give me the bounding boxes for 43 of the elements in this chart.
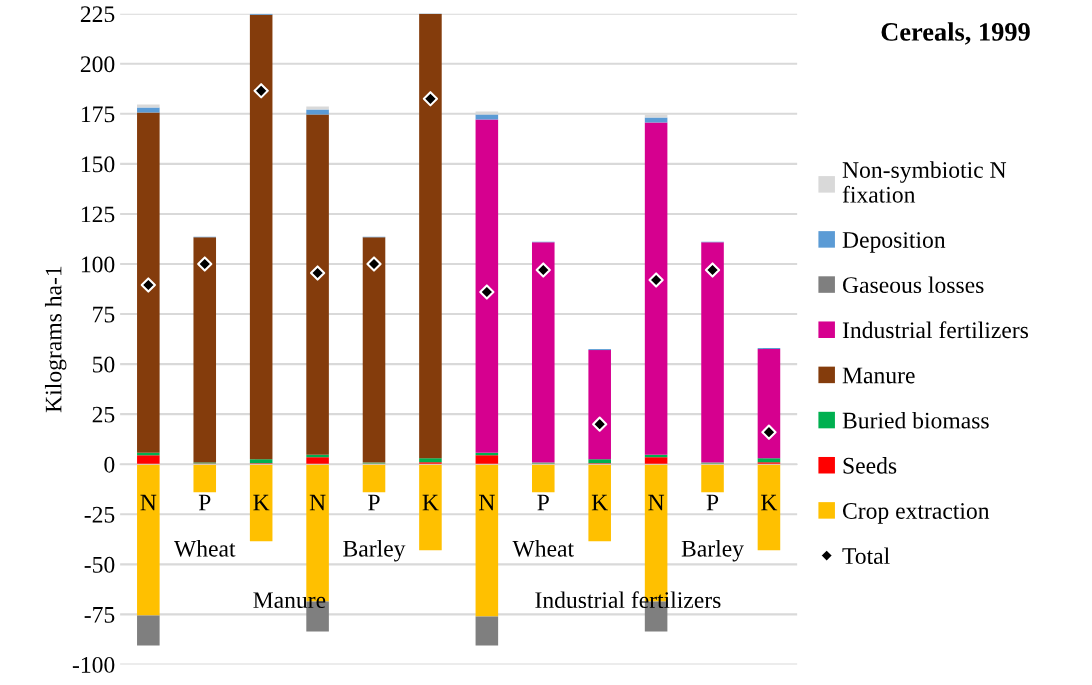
x-tick-label: P [537, 494, 549, 511]
legend-label: Seeds [843, 457, 897, 474]
legend-label: Deposition [842, 232, 946, 253]
x-tick-label: N [648, 494, 665, 511]
y-tick-label: 175 [81, 106, 115, 123]
annotation: Manure [253, 592, 326, 609]
x-tick-label: K [761, 494, 778, 511]
x-tick-label: K [253, 494, 270, 511]
y-tick-label: -50 [84, 556, 115, 573]
y-tick-label: 75 [93, 306, 115, 323]
x-tick-label: N [140, 494, 157, 511]
x-tick-label: P [368, 494, 380, 511]
x-tick-label: N [309, 494, 326, 511]
x-tick-label: N [479, 494, 495, 511]
annotation: Wheat [173, 540, 236, 557]
y-tick-label: -25 [84, 506, 115, 523]
y-tick-label: 200 [80, 56, 115, 73]
annotation: Industrial fertilizers [535, 591, 721, 609]
y-tick-label: 125 [81, 206, 115, 223]
text: Cereals, 1999 [881, 22, 1030, 45]
x-tick-label: P [198, 494, 211, 511]
annotation: Wheat [512, 540, 574, 557]
x-tick-label: P [706, 494, 719, 511]
y-tick-label: 25 [92, 406, 115, 423]
y-tick-label: -75 [84, 607, 115, 623]
legend-label: Buried biomass [842, 411, 989, 429]
annotation: Barley [681, 540, 744, 562]
x-tick-label: K [422, 494, 439, 511]
x-tick-label: K [591, 494, 608, 511]
y-tick-label: 50 [93, 356, 115, 373]
legend-label: Non-symbiotic N fixation [842, 161, 1007, 203]
y-tick-label: 0 [104, 456, 115, 473]
annotation: Barley [343, 540, 406, 562]
legend-label: Total [842, 547, 890, 565]
y-tick-label: -100 [72, 656, 115, 673]
legend-label: Industrial fertilizers [842, 321, 1029, 339]
legend-label: Crop extraction [842, 503, 990, 524]
y-axis-title: Kilograms ha-1 [44, 266, 67, 413]
y-tick-label: 225 [80, 6, 115, 23]
legend-label: Manure [842, 367, 915, 384]
legend-label: Gaseous losses [842, 276, 984, 294]
y-tick-label: 100 [81, 256, 115, 273]
y-tick-label: 150 [81, 156, 115, 173]
